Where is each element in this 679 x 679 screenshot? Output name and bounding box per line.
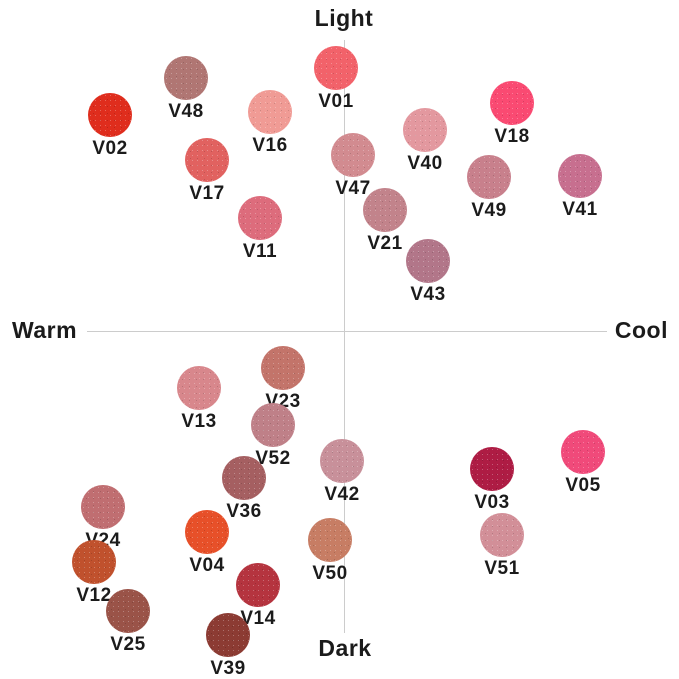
color-dot-v11 (238, 196, 282, 240)
swatch-v48: V48 (164, 56, 208, 122)
light-dark-axis-line (344, 40, 345, 633)
color-dot-v25 (106, 589, 150, 633)
swatch-label-v41: V41 (562, 199, 598, 220)
color-dot-v48 (164, 56, 208, 100)
swatch-v17: V17 (185, 138, 229, 204)
color-dot-v43 (406, 239, 450, 283)
swatch-v05: V05 (561, 430, 605, 496)
color-dot-v01 (314, 46, 358, 90)
color-dot-v50 (308, 518, 352, 562)
color-dot-v47 (331, 133, 375, 177)
color-dot-v16 (248, 90, 292, 134)
swatch-label-v43: V43 (410, 284, 446, 305)
swatch-v43: V43 (406, 239, 450, 305)
swatch-v40: V40 (403, 108, 447, 174)
swatch-v52: V52 (251, 403, 295, 469)
swatch-label-v40: V40 (407, 153, 443, 174)
swatch-label-v02: V02 (92, 138, 128, 159)
swatch-label-v05: V05 (565, 475, 601, 496)
swatch-label-v18: V18 (494, 126, 530, 147)
color-dot-v42 (320, 439, 364, 483)
swatch-v01: V01 (314, 46, 358, 112)
swatch-label-v03: V03 (474, 492, 510, 513)
swatch-v11: V11 (238, 196, 282, 262)
swatch-v18: V18 (490, 81, 534, 147)
color-dot-v24 (81, 485, 125, 529)
swatch-v50: V50 (308, 518, 352, 584)
color-dot-v23 (261, 346, 305, 390)
axis-label-light: Light (314, 5, 374, 31)
swatch-v39: V39 (206, 613, 250, 679)
axis-label-warm: Warm (12, 317, 78, 343)
swatch-v47: V47 (331, 133, 375, 199)
swatch-label-v48: V48 (168, 101, 204, 122)
axis-label-dark: Dark (318, 635, 372, 661)
color-dot-v36 (222, 456, 266, 500)
color-dot-v14 (236, 563, 280, 607)
swatch-label-v47: V47 (335, 178, 371, 199)
color-dot-v04 (185, 510, 229, 554)
color-dot-v49 (467, 155, 511, 199)
swatch-label-v01: V01 (318, 91, 354, 112)
color-dot-v52 (251, 403, 295, 447)
warm-cool-axis-line (87, 331, 607, 332)
color-dot-v51 (480, 513, 524, 557)
swatch-label-v14: V14 (240, 608, 276, 629)
swatch-v14: V14 (236, 563, 280, 629)
color-dot-v17 (185, 138, 229, 182)
swatch-v42: V42 (320, 439, 364, 505)
color-dot-v13 (177, 366, 221, 410)
color-dot-v40 (403, 108, 447, 152)
color-dot-v03 (470, 447, 514, 491)
color-dot-v41 (558, 154, 602, 198)
swatch-label-v50: V50 (312, 563, 348, 584)
swatch-label-v39: V39 (210, 658, 246, 679)
swatch-v21: V21 (363, 188, 407, 254)
swatch-v03: V03 (470, 447, 514, 513)
swatch-v13: V13 (177, 366, 221, 432)
swatch-label-v04: V04 (189, 555, 225, 576)
swatch-v16: V16 (248, 90, 292, 156)
swatch-v02: V02 (88, 93, 132, 159)
axis-label-cool: Cool (614, 317, 668, 343)
swatch-label-v13: V13 (181, 411, 217, 432)
color-dot-v12 (72, 540, 116, 584)
swatch-label-v52: V52 (255, 448, 291, 469)
swatch-v04: V04 (185, 510, 229, 576)
swatch-label-v49: V49 (471, 200, 507, 221)
swatch-label-v51: V51 (484, 558, 520, 579)
swatch-v41: V41 (558, 154, 602, 220)
swatch-label-v16: V16 (252, 135, 288, 156)
swatch-label-v11: V11 (242, 241, 278, 262)
swatch-v25: V25 (106, 589, 150, 655)
swatch-label-v36: V36 (226, 501, 262, 522)
swatch-v24: V24 (81, 485, 125, 551)
swatch-label-v42: V42 (324, 484, 360, 505)
color-dot-v21 (363, 188, 407, 232)
swatch-v12: V12 (72, 540, 116, 606)
swatch-v23: V23 (261, 346, 305, 412)
color-dot-v18 (490, 81, 534, 125)
swatch-v51: V51 (480, 513, 524, 579)
swatch-label-v21: V21 (367, 233, 403, 254)
swatch-label-v12: V12 (76, 585, 112, 606)
color-dot-v02 (88, 93, 132, 137)
swatch-v49: V49 (467, 155, 511, 221)
color-dot-v05 (561, 430, 605, 474)
color-dot-v39 (206, 613, 250, 657)
swatch-v36: V36 (222, 456, 266, 522)
swatch-label-v17: V17 (189, 183, 225, 204)
swatch-label-v25: V25 (110, 634, 146, 655)
